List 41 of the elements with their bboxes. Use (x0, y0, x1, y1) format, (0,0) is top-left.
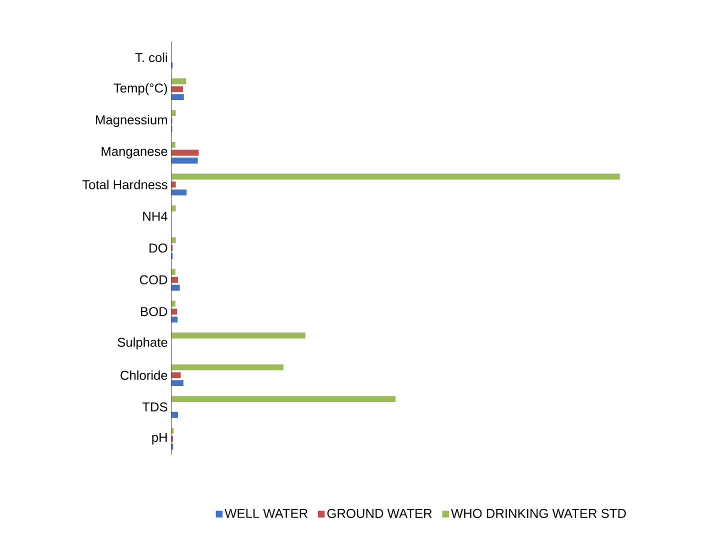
y-tick-label: T. coli (135, 52, 167, 62)
y-tick-label: pH (152, 432, 167, 444)
bar (171, 157, 198, 164)
bar (171, 332, 306, 338)
bar (171, 181, 176, 188)
bar (171, 276, 178, 283)
bar (171, 86, 183, 92)
y-tick-label: TDS (142, 402, 168, 412)
legend-label: GROUND WATER (327, 508, 432, 518)
bar (171, 380, 184, 386)
legend-label: WELL WATER (224, 508, 308, 518)
y-tick-label: Chloride (120, 370, 168, 380)
bar (171, 428, 174, 434)
bar (171, 142, 176, 148)
y-tick-label: Sulphate (118, 337, 168, 350)
bar (171, 189, 187, 196)
bar (171, 372, 181, 378)
y-tick-label: NH4 (143, 212, 168, 220)
bar (171, 300, 176, 306)
y-tick-label: COD (140, 275, 168, 284)
bar (171, 94, 184, 100)
y-tick-label: Magnessium (96, 114, 167, 127)
bar (171, 173, 620, 180)
bar (171, 268, 176, 275)
y-tick-label: Manganese (102, 146, 168, 158)
bar (171, 396, 396, 402)
bar (171, 110, 176, 116)
y-tick-label: BOD (141, 306, 168, 316)
y-tick-label: Total Hardness (82, 180, 168, 189)
bar (171, 78, 186, 84)
bar (171, 205, 176, 212)
bar (171, 412, 178, 418)
bar (171, 364, 284, 370)
y-tick-label: Temp(°C) (114, 82, 168, 95)
bar (171, 236, 176, 243)
bar (171, 150, 199, 156)
legend-label: WHO DRINKING WATER STD (450, 508, 626, 518)
bar (171, 308, 178, 314)
bar (171, 316, 178, 322)
bar (171, 284, 180, 290)
y-tick-label: DO (150, 243, 168, 252)
